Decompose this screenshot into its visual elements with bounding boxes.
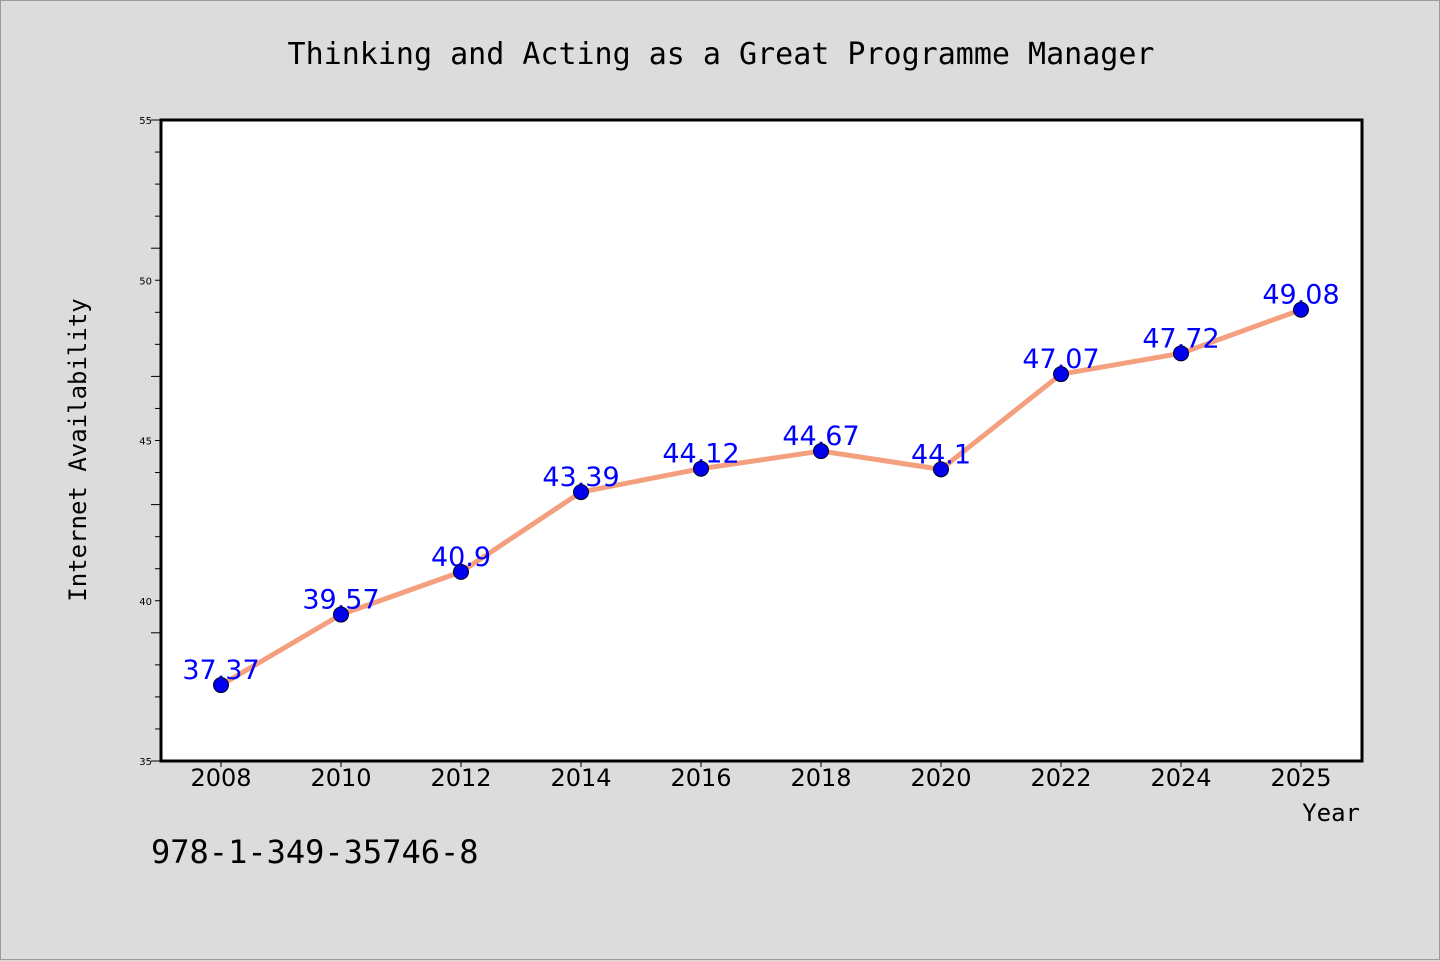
y-axis-title: Internet Availability <box>64 298 92 601</box>
series-line <box>218 307 1304 688</box>
data-point-marker <box>453 563 469 580</box>
x-tick-label: 2020 <box>910 764 971 792</box>
series-markers <box>213 301 1309 694</box>
x-tick-label: 2012 <box>430 764 491 792</box>
x-tick-label: 2022 <box>1030 764 1091 792</box>
series-line-layer <box>218 307 1304 688</box>
y-tick-label: 55 <box>139 116 152 127</box>
x-axis-ticks: 2008 2010 2012 2014 2016 2018 2020 2022 2024 2025 <box>190 761 1332 792</box>
data-point-marker <box>933 461 949 478</box>
plot-area <box>159 118 1364 763</box>
y-tick-label: 35 <box>139 757 152 768</box>
x-tick-label: 2016 <box>670 764 731 792</box>
y-tick-label: 40 <box>139 597 152 608</box>
x-axis-title: Year <box>1302 799 1360 827</box>
data-labels: 37.3739.5740.943.3944.1244.6744.147.0747… <box>182 280 1339 686</box>
data-point-marker <box>693 460 709 477</box>
x-tick-label: 2014 <box>550 764 611 792</box>
data-point-marker <box>1053 366 1069 383</box>
data-point-marker <box>1293 301 1309 318</box>
y-tick-label: 45 <box>139 437 152 448</box>
data-point-marker <box>333 606 349 623</box>
data-point-marker <box>573 484 589 501</box>
x-tick-label: 2024 <box>1150 764 1211 792</box>
x-tick-label: 2025 <box>1270 764 1331 792</box>
y-axis-ticks: 35 40 45 50 55 <box>139 116 161 768</box>
y-tick-label: 50 <box>139 276 152 287</box>
x-tick-label: 2010 <box>310 764 371 792</box>
data-point-marker <box>1173 345 1189 362</box>
chart-title: Thinking and Acting as a Great Programme… <box>288 37 1155 72</box>
x-tick-label: 2018 <box>790 764 851 792</box>
data-point-marker <box>813 443 829 460</box>
x-tick-label: 2008 <box>190 764 251 792</box>
data-point-marker <box>213 677 229 694</box>
isbn-text: 978-1-349-35746-8 <box>151 833 479 871</box>
